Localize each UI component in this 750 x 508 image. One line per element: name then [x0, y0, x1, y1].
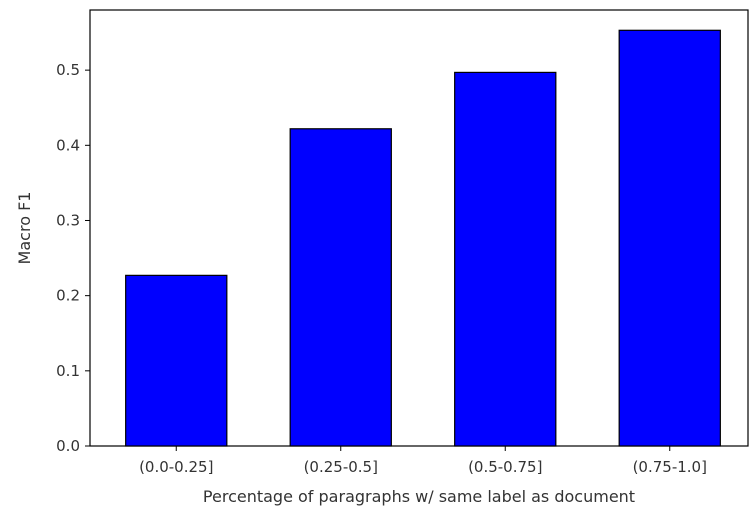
bar	[618, 29, 721, 447]
y-tick-label: 0.0	[56, 437, 80, 455]
x-axis-label: Percentage of paragraphs w/ same label a…	[203, 487, 635, 506]
y-axis-label: Macro F1	[15, 192, 34, 265]
x-tick-label: (0.0-0.25]	[139, 458, 213, 476]
bar	[454, 71, 557, 447]
x-tick-label: (0.5-0.75]	[468, 458, 542, 476]
y-tick-label: 0.1	[56, 362, 80, 380]
x-axis-ticks: (0.0-0.25] (0.25-0.5] (0.5-0.75] (0.75-1.0]	[139, 446, 707, 476]
y-tick-label: 0.4	[56, 136, 80, 154]
bar	[125, 274, 228, 447]
bar	[289, 128, 392, 447]
y-tick-label: 0.3	[56, 211, 80, 229]
plot-frame	[89, 9, 749, 447]
x-tick-label: (0.75-1.0]	[633, 458, 707, 476]
plot-area	[89, 9, 749, 447]
y-tick-label: 0.2	[56, 287, 80, 305]
bars	[125, 29, 721, 447]
x-tick-label: (0.25-0.5]	[304, 458, 378, 476]
y-axis-ticks: 0.0 0.1 0.2 0.3 0.4 0.5	[56, 61, 90, 455]
y-tick-label: 0.5	[56, 61, 80, 79]
